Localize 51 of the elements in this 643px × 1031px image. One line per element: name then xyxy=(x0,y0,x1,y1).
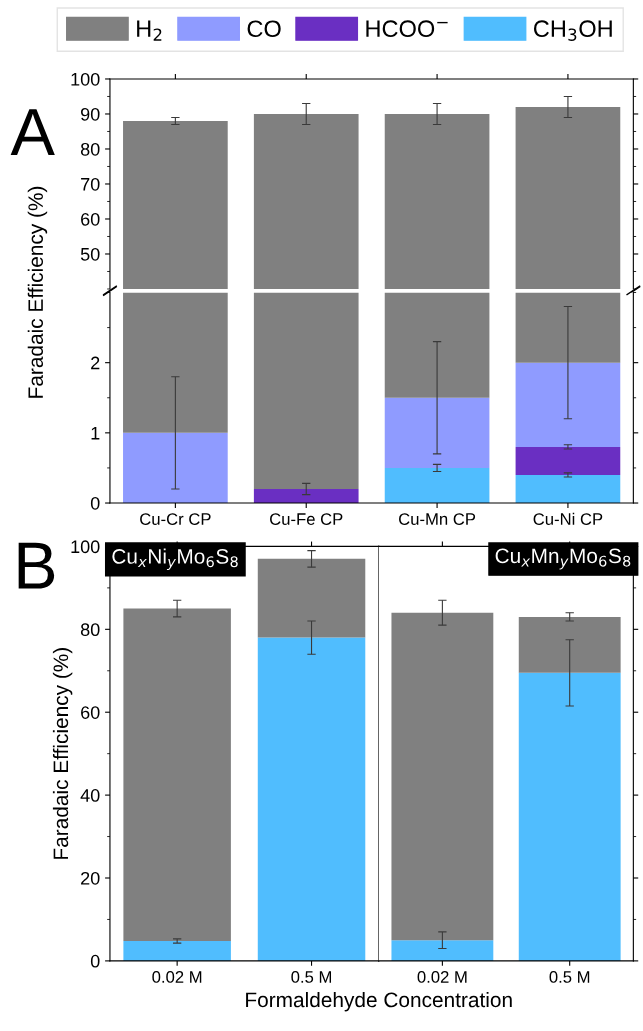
annotation: Cu$_{x}$Mn$_{y}$Mo$_{6}$S$_{8}$ xyxy=(495,548,631,570)
legend-label: H$_{2}$ xyxy=(137,20,162,41)
y-tick-label: 0 xyxy=(90,954,100,968)
x-tick-label: 0.02 M xyxy=(152,971,202,983)
legend-label: HCOO$^{−}$ xyxy=(366,20,448,38)
x-tick-label: 0.5 M xyxy=(549,971,590,983)
legend-label: CH$_{3}$OH xyxy=(534,20,612,41)
y-axis-title: Faradaic Efficiency (%) xyxy=(52,648,73,859)
bar xyxy=(384,292,490,398)
y-tick-label: 90 xyxy=(81,107,100,121)
annotation: Cu$_{x}$Ni$_{y}$Mo$_{6}$S$_{8}$ xyxy=(112,548,238,571)
bar xyxy=(515,446,621,475)
x-tick-label: Cu-Mn CP xyxy=(399,513,476,525)
y-tick-label: 60 xyxy=(81,212,100,226)
x-tick-label: Cu-Cr CP xyxy=(140,513,211,525)
y-tick-label: 0 xyxy=(90,496,100,510)
bar xyxy=(515,474,621,504)
x-axis-title: Formaldehyde Concentration xyxy=(246,991,512,1012)
bar xyxy=(123,941,231,961)
y-tick-label: 100 xyxy=(71,72,100,86)
bar xyxy=(253,488,359,504)
x-tick-label: Cu-Fe CP xyxy=(270,513,343,525)
y-tick-label: 70 xyxy=(81,177,100,191)
bar xyxy=(123,292,228,433)
bar xyxy=(515,362,621,447)
bar xyxy=(518,672,621,961)
bar xyxy=(391,612,494,941)
legend-label: CO xyxy=(247,20,281,38)
y-tick-label: 100 xyxy=(71,540,100,554)
text: B xyxy=(18,542,55,589)
bar xyxy=(257,558,366,638)
bar xyxy=(515,292,621,363)
bar xyxy=(253,292,359,489)
y-tick-label: 40 xyxy=(80,789,100,802)
bar xyxy=(391,940,494,961)
text: A xyxy=(10,109,55,156)
bar xyxy=(384,397,490,468)
x-tick-label: 0.02 M xyxy=(417,971,467,983)
y-tick-label: 1 xyxy=(91,426,100,440)
bar xyxy=(123,432,228,504)
bar xyxy=(518,616,621,673)
bar xyxy=(384,467,490,504)
y-tick-label: 50 xyxy=(80,247,100,261)
y-tick-label: 20 xyxy=(81,871,100,885)
x-tick-label: Cu-Ni CP xyxy=(533,512,603,525)
y-tick-label: 80 xyxy=(80,623,100,637)
y-axis-title: Faradaic Efficiency (%) xyxy=(27,186,48,398)
y-tick-label: 60 xyxy=(81,706,100,719)
y-tick-label: 2 xyxy=(91,356,100,370)
x-tick-label: 0.5 M xyxy=(291,971,332,983)
y-tick-label: 80 xyxy=(80,142,100,156)
